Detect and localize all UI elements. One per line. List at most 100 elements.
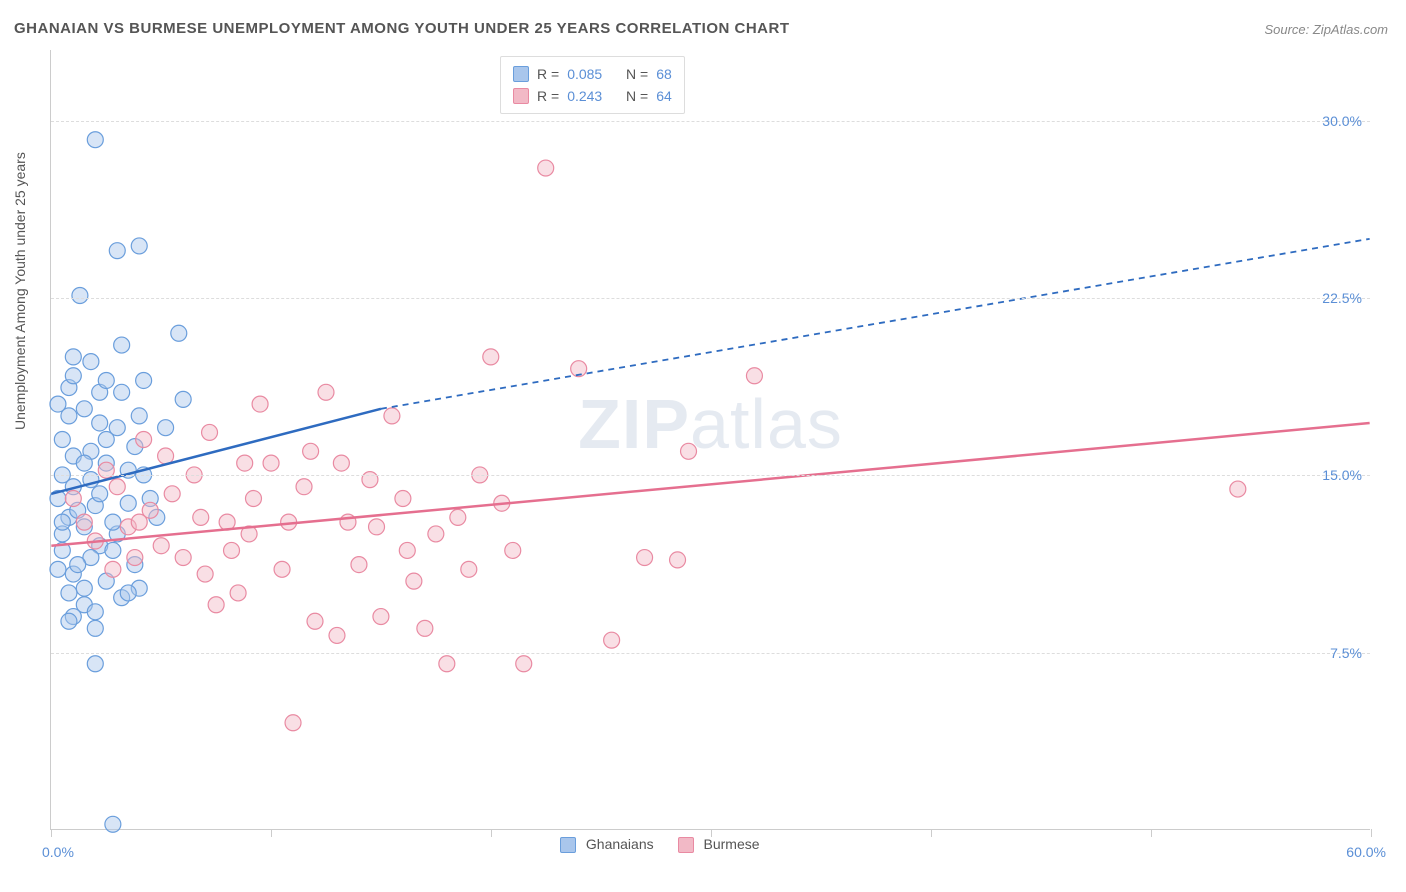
data-point	[72, 288, 88, 304]
x-tick-label-max: 60.0%	[1346, 844, 1386, 860]
legend-swatch	[513, 88, 529, 104]
data-point	[87, 604, 103, 620]
plot-area: ZIPatlas 7.5%15.0%22.5%30.0%	[50, 50, 1370, 830]
chart-container: GHANAIAN VS BURMESE UNEMPLOYMENT AMONG Y…	[0, 0, 1406, 892]
data-point	[65, 368, 81, 384]
data-point	[303, 443, 319, 459]
data-point	[153, 538, 169, 554]
data-point	[362, 472, 378, 488]
data-point	[131, 408, 147, 424]
legend-label: Ghanaians	[586, 836, 654, 852]
data-point	[70, 557, 86, 573]
trend-line-extrapolated	[381, 239, 1370, 409]
legend-item: Ghanaians	[560, 836, 654, 853]
data-point	[76, 401, 92, 417]
data-point	[230, 585, 246, 601]
data-point	[61, 613, 77, 629]
data-point	[505, 542, 521, 558]
x-tick	[51, 829, 52, 837]
data-point	[136, 432, 152, 448]
data-point	[54, 432, 70, 448]
data-point	[1230, 481, 1246, 497]
data-point	[87, 132, 103, 148]
data-point	[98, 372, 114, 388]
n-value: 64	[656, 85, 672, 107]
data-point	[329, 627, 345, 643]
x-tick	[1151, 829, 1152, 837]
y-axis-label: Unemployment Among Youth under 25 years	[12, 152, 28, 430]
data-point	[333, 455, 349, 471]
x-tick	[1371, 829, 1372, 837]
data-point	[76, 514, 92, 530]
data-point	[202, 424, 218, 440]
data-point	[224, 542, 240, 558]
data-point	[87, 656, 103, 672]
data-point	[131, 238, 147, 254]
data-point	[296, 479, 312, 495]
n-label: N =	[626, 85, 648, 107]
legend-swatch	[678, 837, 694, 853]
trend-line	[51, 423, 1369, 546]
legend-swatch	[513, 66, 529, 82]
data-point	[208, 597, 224, 613]
data-point	[351, 557, 367, 573]
n-value: 68	[656, 63, 672, 85]
data-point	[395, 491, 411, 507]
data-point	[274, 561, 290, 577]
data-point	[670, 552, 686, 568]
data-point	[131, 514, 147, 530]
r-label: R =	[537, 63, 559, 85]
data-point	[746, 368, 762, 384]
data-point	[483, 349, 499, 365]
n-label: N =	[626, 63, 648, 85]
data-point	[50, 561, 66, 577]
data-point	[193, 509, 209, 525]
data-point	[65, 349, 81, 365]
data-point	[76, 455, 92, 471]
data-point	[681, 443, 697, 459]
data-point	[175, 391, 191, 407]
data-point	[120, 585, 136, 601]
y-tick-label: 7.5%	[1330, 645, 1362, 661]
correlation-legend: R = 0.085 N = 68 R = 0.243 N = 64	[500, 56, 685, 114]
series-legend: Ghanaians Burmese	[560, 836, 760, 853]
r-value: 0.085	[567, 63, 602, 85]
source-attribution: Source: ZipAtlas.com	[1264, 22, 1388, 37]
data-point	[637, 550, 653, 566]
data-point	[461, 561, 477, 577]
data-point	[114, 337, 130, 353]
gridline-h	[51, 121, 1370, 122]
data-point	[307, 613, 323, 629]
gridline-h	[51, 475, 1370, 476]
data-point	[120, 495, 136, 511]
data-point	[76, 580, 92, 596]
x-tick-label-min: 0.0%	[42, 844, 74, 860]
data-point	[237, 455, 253, 471]
data-point	[92, 415, 108, 431]
gridline-h	[51, 298, 1370, 299]
legend-row: R = 0.243 N = 64	[513, 85, 672, 107]
data-point	[114, 384, 130, 400]
data-point	[384, 408, 400, 424]
scatter-plot	[51, 50, 1370, 829]
x-tick	[491, 829, 492, 837]
data-point	[105, 816, 121, 832]
data-point	[61, 585, 77, 601]
data-point	[92, 486, 108, 502]
data-point	[245, 491, 261, 507]
data-point	[263, 455, 279, 471]
legend-row: R = 0.085 N = 68	[513, 63, 672, 85]
data-point	[369, 519, 385, 535]
legend-item: Burmese	[678, 836, 760, 853]
data-point	[65, 491, 81, 507]
legend-label: Burmese	[704, 836, 760, 852]
r-value: 0.243	[567, 85, 602, 107]
data-point	[164, 486, 180, 502]
data-point	[54, 514, 70, 530]
y-tick-label: 22.5%	[1322, 290, 1362, 306]
data-point	[171, 325, 187, 341]
x-tick	[931, 829, 932, 837]
x-tick	[271, 829, 272, 837]
data-point	[105, 561, 121, 577]
data-point	[252, 396, 268, 412]
